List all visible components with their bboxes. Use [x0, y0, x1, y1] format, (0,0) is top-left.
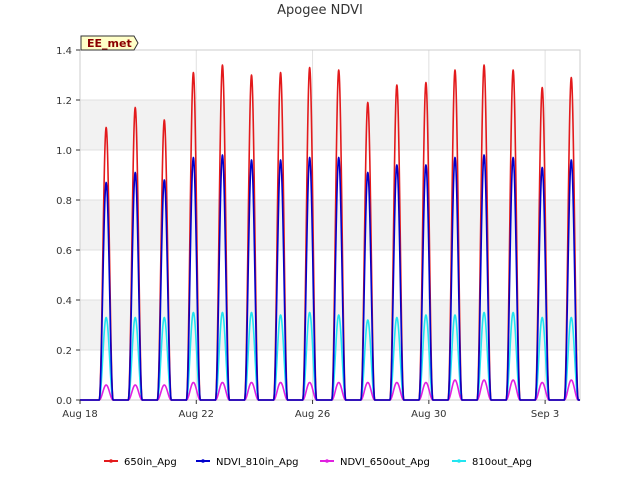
y-tick-label: 0.0	[56, 396, 72, 407]
x-tick-label: Aug 22	[179, 409, 214, 420]
plot-band	[80, 250, 580, 300]
legend-marker	[109, 459, 113, 463]
x-tick-label: Sep 3	[531, 409, 559, 420]
legend: 650in_Apg NDVI_810in_Apg NDVI_650out_Apg 81…	[104, 457, 532, 468]
legend-label: 810out_Apg	[472, 457, 532, 468]
x-tick-label: Aug 26	[295, 409, 330, 420]
plot-background-bands	[80, 50, 580, 400]
legend-label: 650in_Apg	[124, 457, 177, 468]
y-tick-label: 0.6	[56, 246, 72, 257]
y-tick-label: 1.4	[56, 46, 72, 57]
chart-title: Apogee NDVI	[277, 3, 363, 18]
legend-marker	[325, 459, 329, 463]
plot-band	[80, 100, 580, 150]
plot-band	[80, 150, 580, 200]
plot-band	[80, 50, 580, 100]
x-tick-label: Aug 18	[62, 409, 97, 420]
badge-label: EE_met	[87, 37, 132, 50]
plot-band	[80, 300, 580, 350]
x-axis: Aug 18 Aug 22 Aug 26 Aug 30 Sep 3	[62, 400, 559, 420]
series-layer	[79, 64, 581, 401]
y-tick-label: 1.2	[56, 96, 72, 107]
legend-label: NDVI_810in_Apg	[216, 457, 299, 468]
y-tick-label: 0.4	[56, 296, 72, 307]
legend-label: NDVI_650out_Apg	[340, 457, 430, 468]
plot-band	[80, 350, 580, 400]
legend-marker	[457, 459, 461, 463]
ee-met-badge: EE_met	[80, 35, 139, 51]
x-tick-label: Aug 30	[411, 409, 446, 420]
y-axis: 0.0 0.2 0.4 0.6 0.8 1.0 1.2 1.4	[56, 46, 80, 407]
plot-band	[80, 200, 580, 250]
series-line	[79, 154, 581, 401]
legend-marker	[201, 459, 205, 463]
y-tick-label: 1.0	[56, 146, 72, 157]
y-tick-label: 0.2	[56, 346, 72, 357]
y-tick-label: 0.8	[56, 196, 72, 207]
